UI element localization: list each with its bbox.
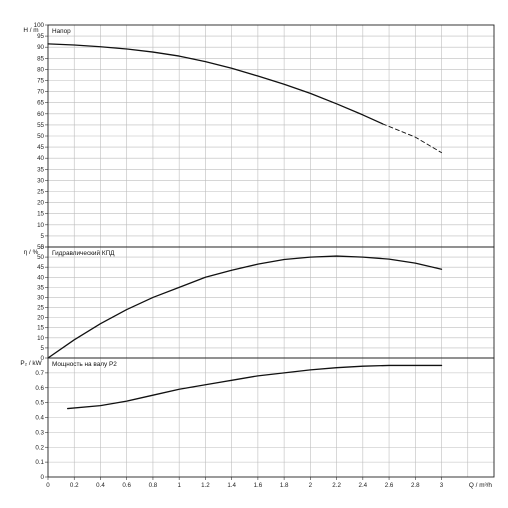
y-tick-label: 25	[37, 305, 44, 312]
x-tick-label: 2	[309, 482, 313, 489]
y-tick-label: 0.5	[35, 400, 44, 407]
x-tick-label: 2.6	[385, 482, 394, 489]
x-tick-label: 1.6	[254, 482, 263, 489]
panel-1: 0 5 10 15 20 25 30 35 40 45 50 55 60 65 70 75 80 85 90 95 10…	[23, 22, 495, 251]
y-tick-label: 30	[37, 294, 44, 301]
y-tick-label: 75	[37, 78, 44, 85]
panel-frame	[47, 357, 495, 478]
x-tick-label: 2.8	[411, 482, 420, 489]
x-tick-label: 2.4	[359, 482, 368, 489]
x-tick-label: 1	[177, 482, 181, 489]
y-tick-label: 0.6	[35, 385, 44, 392]
dashed-series-line-2	[382, 123, 442, 154]
x-tick-label: 0.4	[96, 482, 105, 489]
y-tick-label: 35	[37, 166, 44, 173]
y-tick-label: 5	[41, 233, 45, 240]
y-tick-label: 15	[37, 211, 44, 218]
y-tick-label: 70	[37, 89, 44, 96]
x-tick-label: 3	[440, 482, 444, 489]
y-axis-label: P₂ / kW	[20, 360, 42, 367]
y-tick-label: 100	[34, 22, 45, 29]
y-tick-label: 25	[37, 189, 44, 196]
panel-2: 0 5 10 15 20 25 30 35 40 45 50 55η / % Гидравлически…	[24, 244, 495, 362]
y-tick-label: 40	[37, 155, 44, 162]
y-tick-label: 60	[37, 111, 44, 118]
series-line-1	[67, 364, 443, 410]
y-tick-label: 35	[37, 284, 44, 291]
x-axis-label: Q / m³/h	[469, 482, 493, 489]
y-tick-label: 85	[37, 55, 44, 62]
x-tick-label: 1.4	[227, 482, 236, 489]
y-tick-label: 40	[37, 274, 44, 281]
x-tick-label: 1.8	[280, 482, 289, 489]
panel-title: Мощность на валу P2	[52, 361, 117, 368]
y-tick-label: 0	[41, 244, 45, 251]
y-tick-label: 15	[37, 325, 44, 332]
y-tick-label: 0.2	[35, 444, 44, 451]
x-tick-label: 0.2	[70, 482, 79, 489]
y-tick-label: 0.7	[35, 370, 44, 377]
panel-title: Гидравлический КПД	[52, 249, 115, 257]
y-tick-label: 50	[37, 254, 44, 261]
y-tick-label: 10	[37, 222, 44, 229]
x-tick-label: 0	[46, 482, 50, 489]
panel-3: 0 0.1 0.2 0.3 0.4 0.5 0.6 0.7 P₂ / kW Мощность на…	[20, 357, 495, 489]
y-axis-label: H / m	[23, 27, 38, 34]
y-tick-label: 10	[37, 335, 44, 342]
y-tick-label: 95	[37, 33, 44, 40]
y-axis-label: η / %	[24, 249, 39, 256]
x-tick-label: 0.6	[122, 482, 131, 489]
panel-frame	[47, 246, 495, 359]
y-tick-label: 45	[37, 264, 44, 271]
x-tick-label: 2.2	[332, 482, 341, 489]
y-tick-label: 20	[37, 315, 44, 322]
y-tick-label: 90	[37, 44, 44, 51]
y-tick-label: 0	[41, 355, 45, 362]
y-tick-label: 65	[37, 100, 44, 107]
y-tick-label: 5	[41, 345, 45, 352]
y-tick-label: 20	[37, 200, 44, 207]
y-tick-label: 0.1	[35, 459, 44, 466]
y-tick-label: 30	[37, 177, 44, 184]
y-tick-label: 50	[37, 133, 44, 140]
y-tick-label: 80	[37, 66, 44, 73]
y-tick-label: 0.4	[35, 415, 44, 422]
series-line-1	[47, 43, 384, 125]
x-tick-label: 1.2	[201, 482, 210, 489]
x-tick-label: 0.8	[149, 482, 158, 489]
y-tick-label: 55	[37, 244, 44, 251]
y-tick-label: 45	[37, 144, 44, 151]
y-tick-label: 0.3	[35, 429, 44, 436]
series-line-1	[47, 255, 443, 359]
y-tick-label: 0	[41, 474, 45, 481]
y-tick-label: 55	[37, 122, 44, 129]
panel-title: Напор	[52, 28, 71, 35]
